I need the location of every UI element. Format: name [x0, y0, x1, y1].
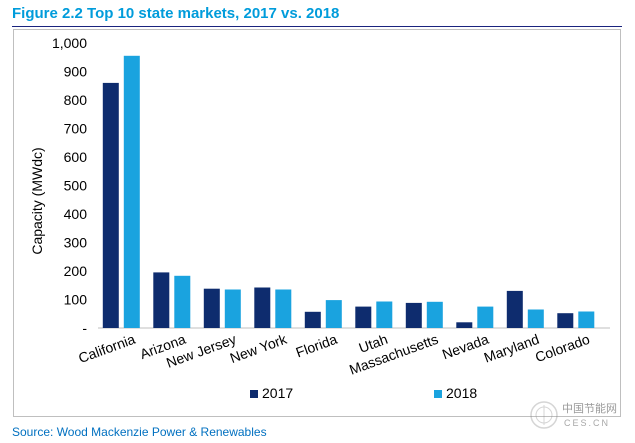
bar-2018-colorado — [578, 311, 595, 328]
bar-2018-nevada — [477, 306, 494, 328]
bars — [102, 55, 595, 329]
watermark-seal-icon — [530, 401, 558, 429]
legend-label-2018: 2018 — [446, 385, 477, 401]
x-tick-label: Florida — [294, 331, 340, 361]
y-tick-label: - — [82, 320, 87, 336]
legend: 2017 2018 — [250, 385, 477, 401]
bar-2017-arizona — [153, 272, 170, 328]
x-tick-label: New York — [228, 330, 290, 366]
y-tick-label: 400 — [64, 206, 88, 222]
y-axis-label: Capacity (MWdc) — [29, 147, 45, 254]
bar-2018-california — [123, 55, 140, 329]
y-tick-label: 600 — [64, 149, 88, 165]
watermark: 中国节能网 CES.CN — [528, 397, 628, 442]
watermark-text: 中国节能网 — [562, 401, 617, 415]
y-tick-label: 1,000 — [52, 35, 87, 51]
x-tick-label: Maryland — [482, 331, 542, 366]
title-rule — [12, 26, 622, 27]
legend-swatch-2017 — [250, 390, 258, 398]
bar-2017-colorado — [557, 313, 574, 328]
bar-2017-california — [102, 82, 119, 329]
bar-2017-new-york — [254, 287, 271, 328]
bar-2018-new-york — [275, 289, 292, 328]
x-tick-label: California — [76, 331, 137, 366]
bar-2017-nevada — [456, 322, 473, 328]
bar-2018-massachusetts — [426, 301, 443, 328]
y-tick-labels: - 100 200 300 400 500 600 700 800 900 1,000 — [52, 35, 87, 336]
bar-2018-arizona — [174, 275, 191, 328]
figure-title: Figure 2.2 Top 10 state markets, 2017 vs… — [12, 5, 340, 22]
bar-2018-maryland — [527, 309, 544, 328]
bar-2018-utah — [376, 301, 393, 328]
y-tick-label: 200 — [64, 263, 88, 279]
legend-label-2017: 2017 — [262, 385, 293, 401]
bar-2017-new-jersey — [203, 288, 220, 328]
y-tick-label: 700 — [64, 121, 88, 137]
x-tick-label: Colorado — [533, 331, 592, 366]
bar-2017-utah — [355, 306, 372, 328]
bar-2018-florida — [325, 300, 342, 328]
y-tick-label: 900 — [64, 64, 88, 80]
source-note: Source: Wood Mackenzie Power & Renewable… — [12, 425, 267, 439]
bar-2017-maryland — [506, 290, 523, 328]
y-tick-label: 800 — [64, 92, 88, 108]
watermark-subtext: CES.CN — [564, 418, 610, 428]
y-tick-label: 300 — [64, 235, 88, 251]
bar-2017-florida — [304, 311, 321, 328]
chart-frame — [13, 29, 621, 417]
y-tick-label: 100 — [64, 292, 88, 308]
y-tick-label: 500 — [64, 178, 88, 194]
bar-2018-new-jersey — [224, 289, 241, 328]
bar-2017-massachusetts — [405, 302, 422, 328]
legend-swatch-2018 — [434, 390, 442, 398]
